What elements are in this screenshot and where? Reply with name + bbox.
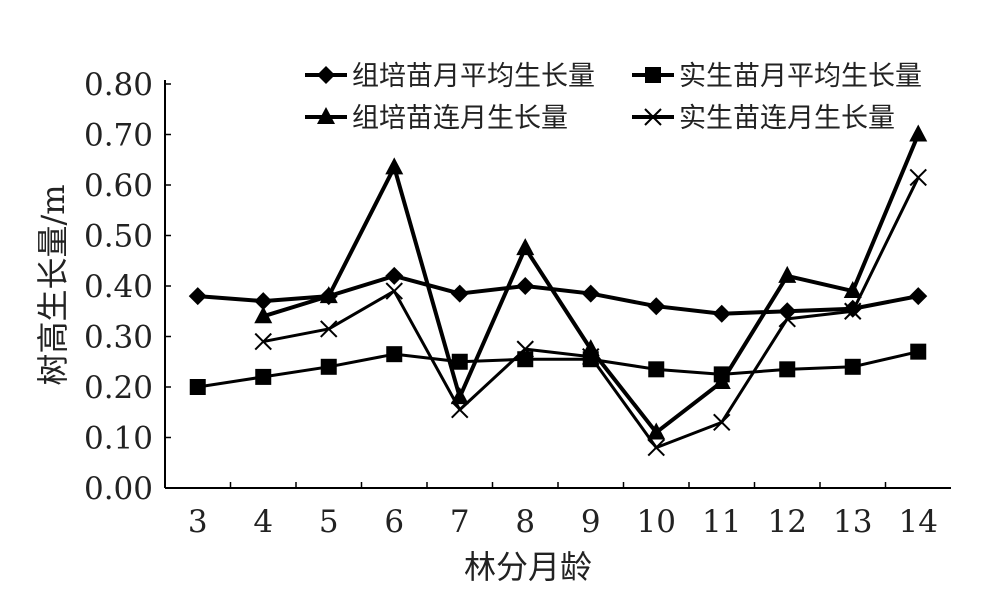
marker-diamond xyxy=(317,66,335,84)
marker-square xyxy=(910,343,927,360)
legend-item: 组培苗连月生长量 xyxy=(305,103,568,134)
marker-diamond xyxy=(450,284,469,303)
x-tick-label: 8 xyxy=(515,504,535,540)
marker-diamond xyxy=(385,266,404,285)
x-tick-label: 4 xyxy=(253,504,273,540)
marker-x xyxy=(713,413,731,432)
x-tick-label: 13 xyxy=(833,504,872,540)
y-tick-label: 0.00 xyxy=(84,471,153,507)
marker-x xyxy=(320,320,338,338)
series-square xyxy=(189,343,927,395)
x-axis-label: 林分月龄 xyxy=(464,548,592,586)
legend-label: 实生苗月平均生长量 xyxy=(679,61,922,92)
series-x xyxy=(254,168,927,457)
marker-diamond xyxy=(254,292,273,311)
marker-square xyxy=(255,368,272,385)
marker-x xyxy=(644,108,662,126)
marker-square xyxy=(844,358,861,375)
x-tick-label: 9 xyxy=(581,504,601,540)
marker-x xyxy=(254,332,272,351)
marker-x-stroke xyxy=(647,438,665,457)
series-triangle xyxy=(254,124,928,440)
marker-x xyxy=(385,282,403,300)
x-tick-label: 12 xyxy=(768,504,807,540)
marker-diamond xyxy=(516,277,535,295)
legend-item: 实生苗月平均生长量 xyxy=(632,61,922,92)
marker-x xyxy=(516,340,534,358)
legend-label: 组培苗月平均生长量 xyxy=(352,61,595,92)
marker-x-stroke xyxy=(778,310,796,328)
marker-triangle xyxy=(319,286,338,304)
legend-item: 实生苗连月生长量 xyxy=(632,103,895,134)
marker-triangle xyxy=(516,238,535,256)
marker-x xyxy=(844,302,862,320)
x-tick-label: 5 xyxy=(319,504,339,540)
legend-item: 组培苗月平均生长量 xyxy=(305,61,595,92)
marker-x-stroke xyxy=(713,413,731,432)
marker-x-stroke xyxy=(844,302,862,320)
marker-diamond xyxy=(581,284,600,303)
marker-diamond xyxy=(188,287,207,306)
x-tick-label: 7 xyxy=(450,504,470,540)
marker-triangle xyxy=(843,281,862,299)
marker-triangle xyxy=(712,371,731,389)
x-tick-label: 3 xyxy=(188,504,208,540)
y-axis-label: 树高生长量/m xyxy=(34,184,72,385)
x-tick-label: 6 xyxy=(384,504,404,540)
series-line xyxy=(197,273,919,316)
marker-triangle xyxy=(909,124,928,142)
marker-square xyxy=(779,361,796,378)
y-tick-label: 0.30 xyxy=(84,320,153,356)
marker-x-stroke xyxy=(644,108,662,126)
marker-triangle xyxy=(385,157,404,175)
marker-triangle xyxy=(254,306,273,324)
marker-x xyxy=(647,438,665,457)
marker-x-stroke xyxy=(909,168,927,187)
legend-label: 实生苗连月生长量 xyxy=(679,103,895,134)
series-line xyxy=(262,133,921,435)
marker-diamond xyxy=(712,304,731,323)
y-tick-label: 0.50 xyxy=(84,219,153,255)
series-group xyxy=(188,124,928,457)
marker-square xyxy=(645,67,661,83)
marker-triangle xyxy=(778,265,797,283)
marker-x xyxy=(451,401,469,419)
y-tick-label: 0.40 xyxy=(84,269,153,305)
marker-diamond xyxy=(909,287,928,306)
y-tick-label: 0.20 xyxy=(84,370,153,406)
series-line xyxy=(262,176,920,450)
marker-x xyxy=(909,168,927,187)
marker-square xyxy=(648,361,665,378)
y-tick-label: 0.10 xyxy=(84,421,153,457)
marker-diamond xyxy=(778,302,797,321)
legend-label: 组培苗连月生长量 xyxy=(352,103,568,134)
y-tick-label: 0.70 xyxy=(84,118,153,154)
marker-x xyxy=(778,310,796,328)
marker-x-stroke xyxy=(385,282,403,300)
series-line xyxy=(197,350,919,389)
marker-x-stroke xyxy=(516,340,534,358)
marker-x-stroke xyxy=(320,320,338,338)
marker-diamond xyxy=(647,297,666,316)
x-tick-label: 14 xyxy=(899,504,938,540)
x-tick-label: 10 xyxy=(637,504,676,540)
y-tick-label: 0.80 xyxy=(84,67,153,103)
marker-square xyxy=(320,358,337,375)
y-tick-label: 0.60 xyxy=(84,168,153,204)
marker-square xyxy=(189,379,206,395)
marker-square xyxy=(386,346,403,363)
marker-triangle xyxy=(317,107,335,124)
axes: 0.00 0.10 0.20 0.30 0.40 0.50 0.60 0.70 0.80 3 4 5 6… xyxy=(84,67,951,540)
marker-x xyxy=(582,347,600,366)
marker-square xyxy=(517,351,534,368)
x-tick-label: 11 xyxy=(702,504,741,540)
marker-square xyxy=(451,353,468,370)
marker-x-stroke xyxy=(451,401,469,419)
marker-x-stroke xyxy=(582,347,600,366)
marker-triangle xyxy=(647,422,666,440)
marker-x-stroke xyxy=(254,332,272,351)
